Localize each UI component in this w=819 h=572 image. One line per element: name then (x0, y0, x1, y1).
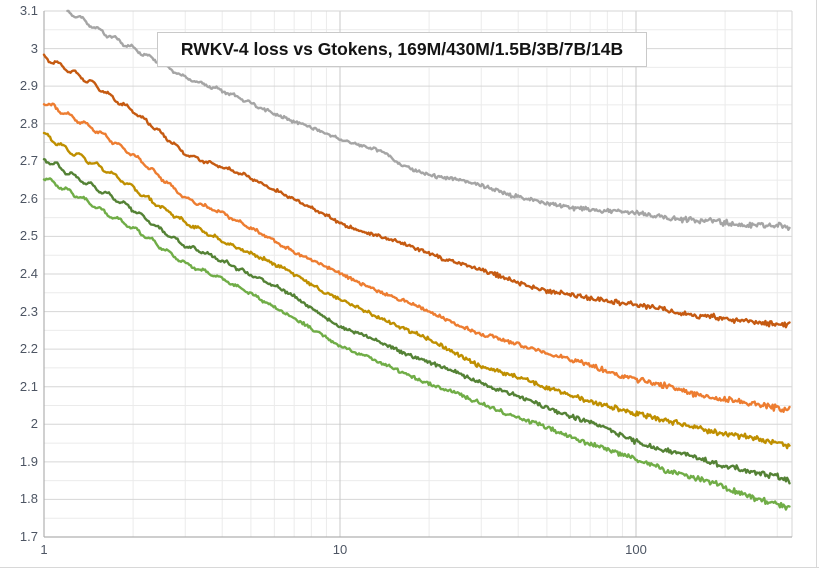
y-tick-label-2.4: 2.4 (19, 266, 38, 281)
window-right-edge (816, 0, 817, 568)
y-tick-label-3.1: 3.1 (19, 3, 38, 18)
series-1.5B-line (42, 102, 791, 413)
series-7B-line (42, 157, 791, 485)
y-tick-label-2.9: 2.9 (19, 78, 38, 94)
y-tick-label-2.1: 2.1 (19, 378, 38, 394)
y-tick-label-2.2: 2.2 (19, 341, 38, 357)
x-tick-label-100: 100 (625, 542, 647, 557)
y-tick-label-2: 2 (30, 416, 38, 432)
x-tick-label-1: 1 (40, 542, 48, 557)
y-tick-label-2.8: 2.8 (19, 115, 38, 131)
y-tick-label-2.3: 2.3 (19, 303, 38, 319)
axis-lines (43, 11, 792, 538)
y-tick-label-3: 3 (30, 40, 38, 56)
series-169M-line (66, 9, 791, 232)
gridlines-major (44, 10, 793, 538)
y-tick-label-2.7: 2.7 (19, 153, 38, 169)
y-tick-label-1.9: 1.9 (19, 453, 38, 469)
chart-title-box[interactable]: RWKV-4 loss vs Gtokens, 169M/430M/1.5B/3… (157, 32, 647, 67)
chart-title: RWKV-4 loss vs Gtokens, 169M/430M/1.5B/3… (180, 39, 624, 59)
y-tick-label-2.6: 2.6 (19, 190, 38, 206)
series-3B-line (42, 131, 791, 450)
window-bottom-edge (0, 567, 819, 568)
y-tick-label-1.8: 1.8 (19, 491, 38, 507)
y-tick-label-1.7: 1.7 (19, 529, 38, 544)
series-14B-line (42, 177, 791, 511)
series-430M-line (42, 53, 791, 329)
x-tick-label-10: 10 (332, 542, 348, 557)
y-tick-label-2.5: 2.5 (19, 228, 38, 244)
series-lines (42, 9, 791, 511)
